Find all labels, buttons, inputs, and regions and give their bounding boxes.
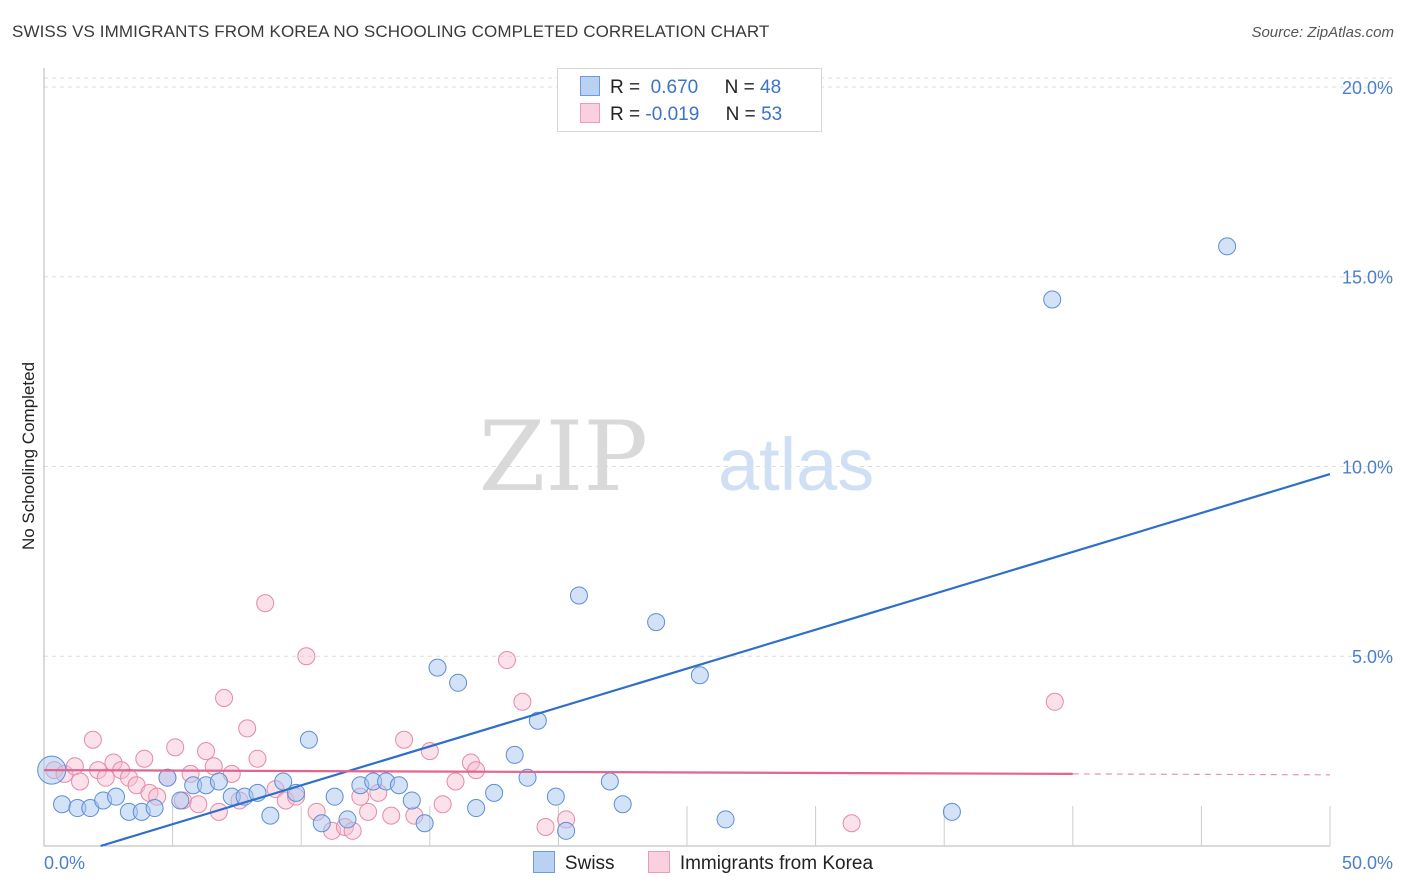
korea-point	[71, 772, 90, 791]
y-axis-label: No Schooling Completed	[19, 362, 38, 550]
swiss-point	[690, 666, 709, 685]
swiss-point	[338, 810, 357, 829]
swiss-point	[389, 776, 408, 795]
x-tick-labels: 0.0% 50.0%	[44, 853, 1393, 873]
swiss-point	[647, 613, 666, 632]
swiss-point	[261, 806, 280, 825]
legend-swiss-n-label: N =	[724, 77, 755, 98]
series-legend: Swiss Immigrants from Korea	[0, 851, 1406, 877]
korea-point	[359, 802, 378, 821]
korea-point	[119, 768, 138, 787]
korea-point	[238, 719, 257, 738]
swiss-point	[613, 795, 632, 814]
swiss-point	[449, 673, 468, 692]
korea-point	[96, 768, 115, 787]
korea-trend-extension	[1072, 773, 1331, 776]
legend-swiss-r-label: R =	[610, 77, 641, 98]
legend-row-swiss: R = 0.670 N = 48	[580, 76, 781, 100]
swiss-point	[1218, 237, 1237, 256]
swiss-swatch-icon	[580, 76, 600, 96]
swiss-point	[600, 772, 619, 791]
korea-point	[382, 806, 401, 825]
swiss-point	[528, 711, 547, 730]
korea-point	[215, 688, 234, 707]
swiss-point	[171, 791, 190, 810]
x-tick-label: 0.0%	[44, 853, 85, 873]
swiss-point	[145, 799, 164, 818]
y-tick-label: 5.0%	[1352, 647, 1393, 667]
y-tick-label: 10.0%	[1342, 457, 1393, 477]
korea-trend-line	[43, 768, 1073, 775]
chart-title: SWISS VS IMMIGRANTS FROM KOREA NO SCHOOL…	[12, 22, 770, 41]
watermark-zip: ZIP	[479, 401, 648, 513]
swiss-point	[569, 586, 588, 605]
swiss-point	[325, 787, 344, 806]
legend-swiss-r-value: 0.670	[650, 77, 699, 98]
korea-point	[842, 814, 861, 833]
korea-swatch-icon	[580, 103, 600, 123]
swiss-point	[428, 658, 447, 677]
swiss-point	[546, 787, 565, 806]
legend-korea-label: Immigrants from Korea	[679, 853, 874, 874]
korea-point	[467, 761, 486, 780]
legend-korea-n-value: 53	[761, 104, 783, 125]
gridlines	[44, 77, 1392, 657]
legend-swiss-n-value: 48	[760, 77, 782, 98]
legend-item-swiss: Swiss	[532, 851, 615, 875]
korea-point	[204, 757, 223, 776]
y-tick-labels: 5.0% 10.0% 15.0% 20.0%	[1342, 78, 1393, 667]
korea-point	[197, 742, 216, 761]
swiss-point	[107, 787, 126, 806]
korea-point	[1045, 692, 1064, 711]
watermark-atlas: atlas	[718, 423, 874, 506]
swiss-point	[312, 814, 331, 833]
korea-point	[135, 749, 154, 768]
korea-point	[189, 795, 208, 814]
korea-point	[65, 757, 84, 776]
swiss-point	[158, 768, 177, 787]
swiss-point	[505, 745, 524, 764]
korea-point	[433, 795, 452, 814]
korea-point	[83, 730, 102, 749]
swiss-point	[1043, 290, 1062, 309]
korea-point	[513, 692, 532, 711]
korea-point	[248, 749, 267, 768]
swiss-point	[402, 791, 421, 810]
swiss-point	[415, 814, 434, 833]
swiss-point	[467, 799, 486, 818]
y-tick-label: 15.0%	[1342, 268, 1393, 288]
korea-point	[497, 651, 516, 670]
swiss-series	[37, 237, 1237, 840]
swiss-point	[299, 730, 318, 749]
x-axis-ticks	[44, 806, 1331, 847]
x-tick-label: 50.0%	[1342, 853, 1393, 873]
legend-korea-r-label: R =	[610, 104, 641, 125]
korea-point	[446, 772, 465, 791]
swiss-point	[518, 768, 537, 787]
legend-korea-n-label: N =	[725, 104, 756, 125]
swiss-legend-icon	[532, 851, 555, 873]
trend-lines	[43, 473, 1331, 848]
swiss-trend-line	[100, 473, 1331, 848]
korea-point	[256, 594, 275, 613]
legend-korea-r-value: -0.019	[645, 104, 700, 125]
korea-point	[297, 647, 316, 666]
swiss-point	[485, 783, 504, 802]
swiss-point	[942, 802, 961, 821]
swiss-point	[557, 821, 576, 840]
korea-point	[536, 818, 555, 837]
legend-item-korea: Immigrants from Korea	[647, 851, 874, 875]
correlation-legend: R = 0.670 N = 48 R = -0.019 N = 53	[557, 68, 822, 132]
y-tick-label: 20.0%	[1342, 78, 1393, 98]
legend-row-korea: R = -0.019 N = 53	[580, 103, 782, 127]
swiss-point	[716, 810, 735, 829]
legend-swiss-label: Swiss	[564, 853, 615, 874]
source-label: Source: ZipAtlas.com	[1251, 24, 1394, 41]
korea-point	[395, 730, 414, 749]
swiss-point	[209, 772, 228, 791]
swiss-point	[53, 795, 72, 814]
korea-point	[166, 738, 185, 757]
korea-legend-icon	[647, 851, 670, 873]
